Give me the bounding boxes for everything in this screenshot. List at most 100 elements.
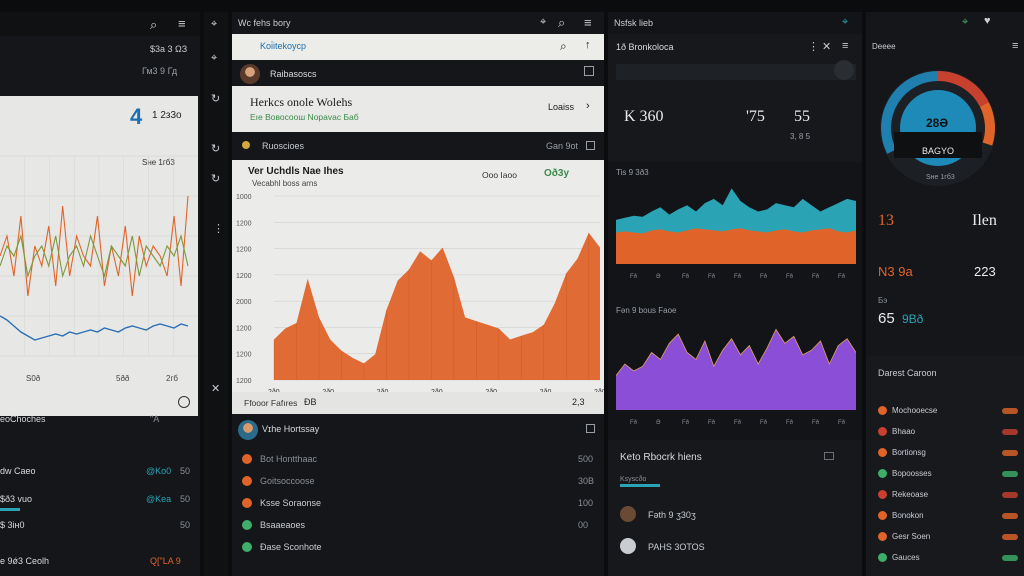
metrics-subtitle: 1ð Bronkoloca — [616, 42, 674, 52]
section-row: Ruoscioes Gan 9ot — [232, 136, 604, 156]
list-item[interactable]: Bortionsg — [866, 444, 1024, 462]
list-item[interactable]: Ðase Sconhote — [232, 536, 604, 558]
list-item-status — [1002, 492, 1018, 498]
pin-icon[interactable]: ⌖ — [211, 18, 218, 30]
left-row-badge: 50 — [180, 494, 191, 504]
headline-card[interactable]: Herkcs onole Wolehs Eıе Bовоcоош Nopavac… — [232, 86, 604, 132]
area-series-purple — [616, 329, 856, 410]
left-row-3[interactable]: e 9ǿ3 Ceolh Q[ʺLA 9 — [0, 552, 200, 572]
line-series-blue — [0, 315, 189, 341]
chevron-right-icon[interactable]: › — [586, 100, 590, 112]
search-input[interactable]: Koi̇itekoycp — [260, 41, 307, 51]
left-row-1[interactable]: $ð3 vuo @Kea 50 — [0, 490, 200, 510]
x-tick-label: Fð — [708, 419, 716, 426]
pin-icon[interactable]: ⌖ — [211, 52, 218, 64]
list-item-icon — [878, 427, 887, 436]
x-tick-label: Fð — [812, 419, 820, 426]
center-top-title: Wc fehs bory — [238, 18, 291, 28]
x-tick-label: Fð — [812, 273, 820, 280]
list-item[interactable]: PAHS 3OTOS — [608, 534, 862, 558]
gauge-label: BAGYO — [922, 146, 955, 156]
avatar — [620, 538, 636, 554]
refresh-icon[interactable]: ↻ — [211, 143, 221, 155]
section-right: Gan 9ot — [546, 141, 579, 151]
left-row-value: @Ko0 — [146, 466, 172, 476]
search-icon[interactable]: ⌕ — [150, 17, 158, 32]
search-bar[interactable]: Koi̇itekoycp ⌕ ↑ — [232, 34, 604, 60]
list-item[interactable]: Bhaao — [866, 423, 1024, 441]
x-tick-label: Fð — [760, 419, 768, 426]
left-row-0[interactable]: dw Caeo @Ko0 50 — [0, 462, 200, 482]
menu-icon[interactable]: ≡ — [584, 15, 592, 30]
refresh-button[interactable] — [834, 60, 854, 80]
close-icon[interactable]: ✕ — [211, 383, 221, 395]
list-item-label: Bortionsg — [892, 448, 926, 457]
list-item[interactable]: Bopoosses — [866, 465, 1024, 483]
user-row[interactable]: Raibasoscs — [232, 62, 604, 86]
list-item[interactable]: Gauces — [866, 549, 1024, 567]
right-header: Deeee — [872, 42, 896, 51]
x-tick-label: Fð — [682, 419, 690, 426]
list-item-status — [1002, 429, 1018, 435]
square-icon[interactable]: ✕ — [822, 41, 832, 53]
x-tick-label: Fð — [760, 273, 768, 280]
metrics-progress — [620, 484, 660, 487]
menu-icon[interactable]: ≡ — [178, 16, 186, 31]
square-icon[interactable] — [586, 141, 595, 150]
footer-right: 2,3 — [572, 397, 585, 407]
list-item[interactable]: Bonokon — [866, 507, 1024, 525]
refresh-icon[interactable]: ↻ — [211, 93, 221, 105]
list-item[interactable]: Mochooecse — [866, 402, 1024, 420]
square-icon[interactable] — [586, 424, 595, 433]
more-icon[interactable]: ⋮ — [213, 223, 224, 235]
y-tick-label: 1200 — [236, 247, 252, 254]
metric-a: K 360 — [624, 108, 664, 125]
menu-icon[interactable]: ≡ — [1012, 40, 1019, 52]
x-tick-label: Ə — [656, 274, 661, 280]
list-item-status — [1002, 408, 1018, 414]
pin-icon[interactable]: ⌖ — [842, 16, 849, 28]
list-item[interactable]: Bot Hontthaac 500 — [232, 448, 604, 470]
square-icon[interactable] — [824, 452, 834, 460]
more-icon[interactable]: ⋮ — [808, 41, 819, 53]
left-row-value: @Kea — [146, 494, 172, 504]
x-tick-label: Fð — [708, 273, 716, 280]
list-header[interactable]: Vɪhe Hortssay — [232, 418, 604, 442]
x-tick-label: Fð — [630, 419, 638, 426]
refresh-icon[interactable]: ↻ — [211, 173, 221, 185]
list-item[interactable]: Fəth 9 ʒ30ʒ — [608, 502, 862, 526]
list-item[interactable]: Ksse Soraonse 100 — [232, 492, 604, 514]
clock-icon[interactable] — [178, 396, 190, 408]
purple-area-chart: Fð Ə Fð Fð Fð Fð Fð Fð Fð — [616, 328, 856, 426]
list-item-dot — [242, 542, 252, 552]
side-rail: ⌖ ⌖ ↻ ↻ ↻ ⋮ ✕ — [204, 12, 228, 576]
gauge-value: 28Ə — [926, 116, 949, 130]
menu-icon[interactable]: ≡ — [842, 40, 849, 52]
y-tick-label: 1200 — [236, 273, 252, 280]
left-xlabel-1: 5ðð — [116, 374, 130, 383]
list-item[interactable]: Bsaaeaoes 00 — [232, 514, 604, 536]
stat3-small: Бэ — [878, 296, 888, 305]
list-item[interactable]: Goitsoccoose 30B — [232, 470, 604, 492]
search-icon[interactable]: ⌕ — [560, 39, 567, 53]
search-icon[interactable]: ⌕ — [558, 15, 566, 30]
gauge-sub: Sнe 1гб3 — [926, 174, 955, 181]
list-item-icon — [878, 532, 887, 541]
card-action[interactable]: Loaiss — [548, 102, 575, 112]
pin-icon[interactable]: ⌖ — [540, 16, 547, 28]
card-title: Herkcs onole Wolehs — [250, 95, 353, 109]
pin-icon[interactable]: ⌖ — [962, 16, 969, 28]
heart-icon[interactable]: ♥ — [984, 15, 991, 27]
list-item[interactable]: Gesr Soen — [866, 528, 1024, 546]
info-icon[interactable]: ↑ — [585, 39, 591, 51]
left-row-2[interactable]: $ 3iн0 50 — [0, 516, 200, 536]
metrics-strip — [616, 64, 856, 80]
list-item[interactable]: Rekeoase — [866, 486, 1024, 504]
user-name: Raibasoscs — [270, 69, 317, 79]
close-icon[interactable] — [584, 66, 594, 76]
area-series-orange — [274, 232, 600, 380]
main-chart-footer: Ffooor Fafıres ÐB 2,3 — [232, 392, 604, 414]
list-item-label: Fəth 9 ʒ30ʒ — [648, 510, 696, 520]
stat3-left: 65 — [878, 310, 895, 327]
list-item-icon — [878, 469, 887, 478]
